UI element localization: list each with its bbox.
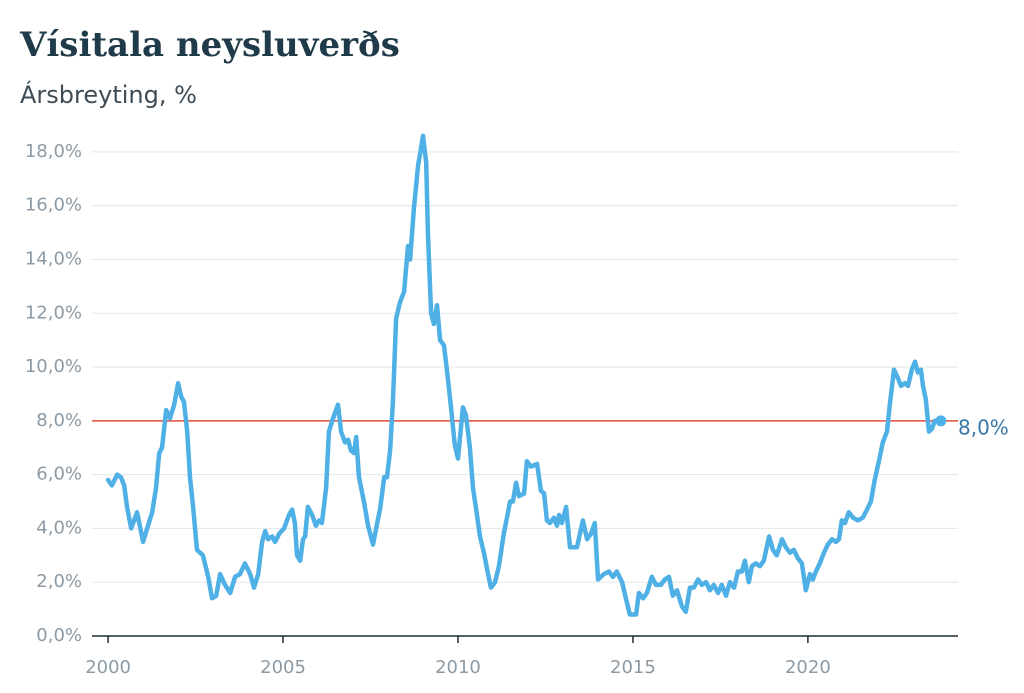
y-tick-label: 10,0% (25, 356, 82, 377)
chart-title: Vísitala neysluverðs (19, 25, 400, 65)
y-tick-label: 14,0% (25, 248, 82, 269)
y-tick-label: 2,0% (36, 571, 82, 592)
y-tick-label: 6,0% (36, 464, 82, 485)
y-tick-label: 12,0% (25, 302, 82, 323)
y-tick-label: 4,0% (36, 517, 82, 538)
x-tick-label: 2000 (85, 657, 131, 678)
y-tick-label: 16,0% (25, 195, 82, 216)
x-tick-label: 2020 (785, 657, 831, 678)
data-line (105, 133, 944, 617)
reference-label: 8,0% (958, 415, 1009, 439)
chart-subtitle: Ársbreyting, % (20, 80, 197, 109)
x-tick-label: 2015 (610, 657, 656, 678)
y-tick-label: 0,0% (36, 625, 82, 646)
end-point (935, 415, 947, 427)
y-tick-label: 18,0% (25, 141, 82, 162)
x-tick-label: 2010 (435, 657, 481, 678)
x-tick-label: 2005 (260, 657, 306, 678)
y-tick-label: 8,0% (36, 410, 82, 431)
